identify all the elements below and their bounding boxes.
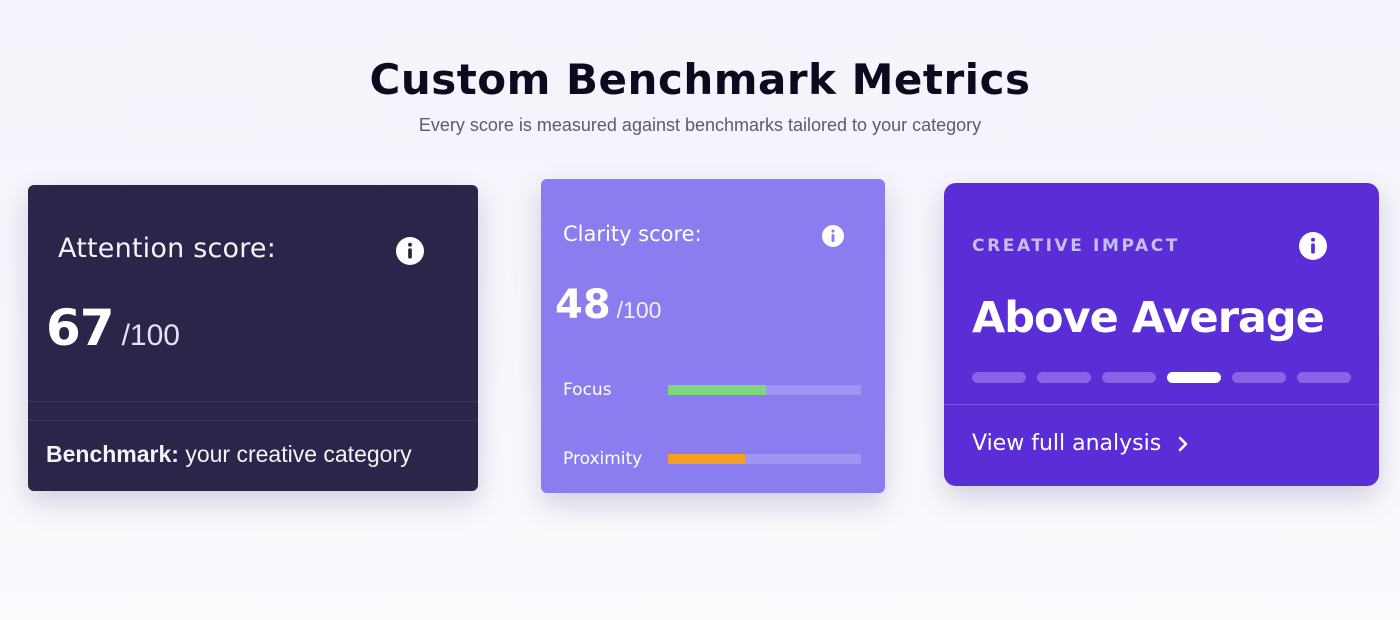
divider [28, 420, 478, 421]
creative-impact-card: CREATIVE IMPACT Above Average View full … [944, 183, 1379, 486]
chevron-right-icon [1178, 436, 1188, 451]
benchmark-text: Benchmark: your creative category [46, 441, 412, 468]
metric-proximity: Proximity [563, 447, 861, 471]
score-max: /100 [616, 297, 662, 323]
scale-segment [1297, 372, 1351, 383]
score-number: 67 [46, 299, 115, 357]
divider [944, 404, 1379, 405]
focus-progress-fill [668, 385, 767, 395]
attention-score-value: 67 /100 [46, 299, 180, 357]
info-icon[interactable] [396, 237, 424, 265]
metric-label: Focus [563, 380, 612, 400]
clarity-score-card: Clarity score: 48 /100 Focus Proximity [541, 179, 885, 493]
info-icon[interactable] [822, 225, 844, 247]
metric-label: Proximity [563, 449, 643, 469]
info-icon[interactable] [1299, 232, 1327, 260]
metric-focus: Focus [563, 378, 861, 402]
clarity-score-value: 48 /100 [555, 282, 661, 328]
scale-segment [1102, 372, 1156, 383]
score-number: 48 [555, 282, 611, 328]
scale-segment [1037, 372, 1091, 383]
page-title: Custom Benchmark Metrics [369, 55, 1031, 104]
benchmark-value: your creative category [178, 441, 412, 467]
progress-track [668, 385, 861, 395]
score-max: /100 [121, 319, 180, 352]
attention-score-card: Attention score: 67 /100 Benchmark: your… [28, 185, 478, 491]
attention-score-label: Attention score: [58, 233, 277, 264]
impact-rating: Above Average [972, 293, 1325, 343]
benchmark-label: Benchmark: [46, 441, 179, 467]
scale-segment [1232, 372, 1286, 383]
progress-track [668, 454, 861, 464]
scale-segment [972, 372, 1026, 383]
divider [28, 401, 478, 402]
creative-impact-label: CREATIVE IMPACT [972, 236, 1180, 256]
link-label: View full analysis [972, 431, 1162, 456]
view-full-analysis-link[interactable]: View full analysis [972, 431, 1189, 456]
page-subtitle: Every score is measured against benchmar… [418, 115, 982, 135]
proximity-progress-fill [668, 454, 746, 464]
clarity-score-label: Clarity score: [563, 222, 702, 246]
scale-segment-active [1167, 372, 1221, 383]
rating-scale [972, 372, 1351, 383]
